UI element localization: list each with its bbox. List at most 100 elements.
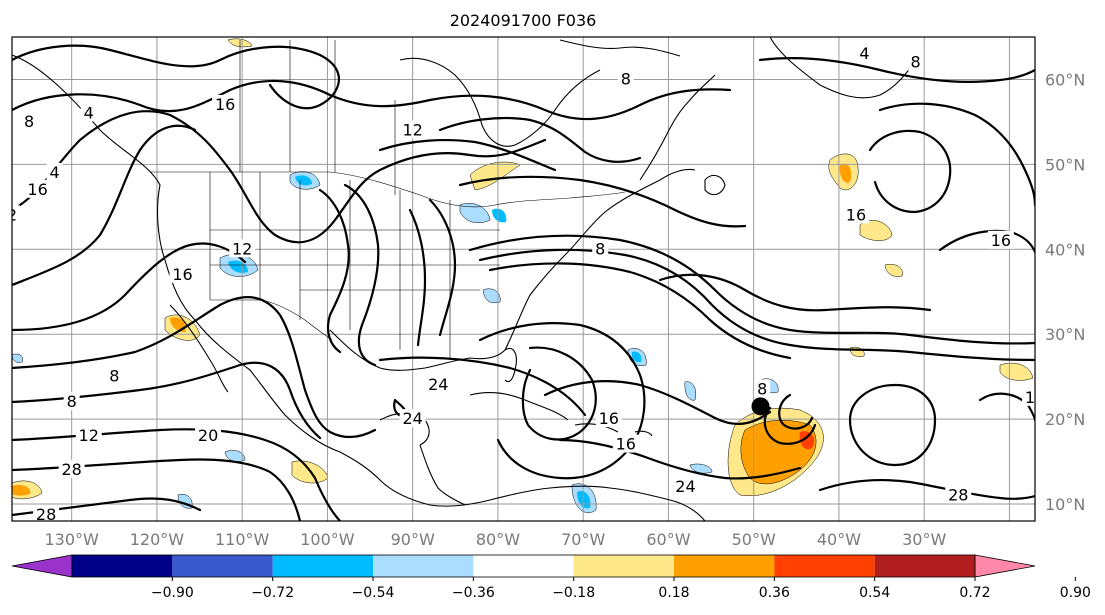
contour-line <box>558 438 802 480</box>
contour-label-background <box>945 485 972 504</box>
cold-anomaly-patch <box>295 175 312 186</box>
longitude-labels: 130°W 120°W 110°W 100°W 90°W 80°W 70°W 60°W 50°W… <box>44 530 946 549</box>
longitude-label: 100°W <box>300 530 355 549</box>
colorbar-tick-label: 0.36 <box>759 585 790 601</box>
contour-label: 12 <box>79 426 99 445</box>
contour-label: 20 <box>198 426 218 445</box>
contour-line <box>543 380 772 426</box>
contour-line <box>343 183 380 367</box>
longitude-label: 30°W <box>902 530 946 549</box>
contour-label: 28 <box>61 460 81 479</box>
latitude-label: 10°N <box>1045 495 1085 514</box>
cold-anomaly-patch <box>492 208 507 223</box>
coastline-hudson-bay <box>399 57 601 147</box>
contour-label: 16 <box>599 409 619 428</box>
coastline-arctic-islands <box>559 39 681 57</box>
contour-label-background <box>595 409 622 428</box>
longitude-label: 90°W <box>391 530 435 549</box>
contour-line <box>848 383 937 467</box>
contour-label: 8 <box>911 52 921 71</box>
coastline-cuba <box>469 392 569 421</box>
contour-line <box>12 361 322 440</box>
contour-line <box>868 129 952 214</box>
contour-label-background <box>399 120 426 139</box>
coastlines <box>12 37 916 521</box>
longitude-label: 60°W <box>646 530 690 549</box>
map-border <box>11 36 1036 522</box>
colorbar-extend-low <box>11 554 73 578</box>
coastline-baja <box>169 304 229 393</box>
contour-line <box>12 110 547 244</box>
contour-label-background <box>672 477 699 496</box>
colorbar-segment <box>272 555 373 577</box>
warm-anomaly-patch <box>884 264 903 277</box>
latitude-label: 50°N <box>1045 155 1085 174</box>
contour-label: 16 <box>616 435 636 454</box>
cold-anomaly-patch <box>459 203 491 223</box>
contour-label-background <box>754 379 771 398</box>
colorbar-segment <box>72 555 173 577</box>
cold-anomaly-patch <box>12 353 23 363</box>
contour-line <box>378 138 557 172</box>
canada-provinces <box>239 40 396 195</box>
contour-line <box>428 198 457 337</box>
cold-anomaly-patch <box>228 260 248 273</box>
storm-center-marker <box>751 397 770 416</box>
cold-anomaly-patch <box>224 450 246 462</box>
contour-label-background <box>592 239 609 258</box>
contour-line <box>878 102 1035 207</box>
contour-label-background <box>195 426 222 445</box>
colorbar-segment <box>874 555 975 577</box>
hot-anomaly-patch <box>799 431 815 450</box>
contour-label-background <box>21 111 38 130</box>
contour-line <box>12 79 732 121</box>
contour-label-background <box>612 434 639 453</box>
geopotential-contours <box>12 44 1035 521</box>
latitude-label: 60°N <box>1045 70 1085 89</box>
coastline-labrador <box>639 74 716 181</box>
state-lines <box>209 172 500 360</box>
contour-label-background <box>907 52 924 71</box>
contour-line <box>758 56 1035 84</box>
contour-label: 8 <box>595 239 605 258</box>
usa-canada-border <box>150 171 626 208</box>
contour-label-background <box>63 392 80 411</box>
cold-anomaly-patch <box>684 381 696 401</box>
contour-label: 8 <box>757 379 767 398</box>
contour-label-background <box>399 409 426 428</box>
contour-label-background <box>1022 387 1035 406</box>
usa-mexico-border <box>210 299 333 341</box>
contour-label-background <box>229 239 256 258</box>
contour-line <box>12 296 377 439</box>
contour-label: 16 <box>991 231 1011 250</box>
contour-label: 8 <box>109 367 119 386</box>
warm-anomaly-patch <box>859 220 893 241</box>
cold-anomaly-patch <box>631 351 642 363</box>
colorbar-tick-label: −0.90 <box>151 585 194 601</box>
contour-line <box>763 406 817 445</box>
contour-label-background <box>856 43 873 62</box>
longitude-label: 70°W <box>561 530 605 549</box>
contour-label-background <box>425 375 452 394</box>
coastline-newfoundland <box>704 174 726 196</box>
colorbar-tick-label: −0.72 <box>251 585 294 601</box>
colorbar-tick-label: −0.18 <box>552 585 595 601</box>
cold-anomaly-patch <box>689 463 713 474</box>
contour-label: 8 <box>621 69 631 88</box>
contour-label: 16 <box>215 95 235 114</box>
colorbar-tick-label: −0.54 <box>352 585 395 601</box>
longitude-label: 40°W <box>817 530 861 549</box>
colorbar-tick-label: 0.72 <box>959 585 990 601</box>
longitude-label: 110°W <box>215 530 270 549</box>
contour-line <box>478 322 646 480</box>
contour-label-background <box>617 69 634 88</box>
warm-anomaly-patch <box>999 362 1034 381</box>
contour-label-background <box>169 264 196 283</box>
colorbar-segment <box>373 555 474 577</box>
longitude-label: 80°W <box>476 530 520 549</box>
contour-label-background <box>842 205 869 224</box>
colorbar: −0.90 −0.72 −0.54 −0.36 −0.18 0.18 0.36 0.54 0.7… <box>11 554 1091 601</box>
longitude-label: 130°W <box>44 530 99 549</box>
contour-line <box>12 124 197 287</box>
